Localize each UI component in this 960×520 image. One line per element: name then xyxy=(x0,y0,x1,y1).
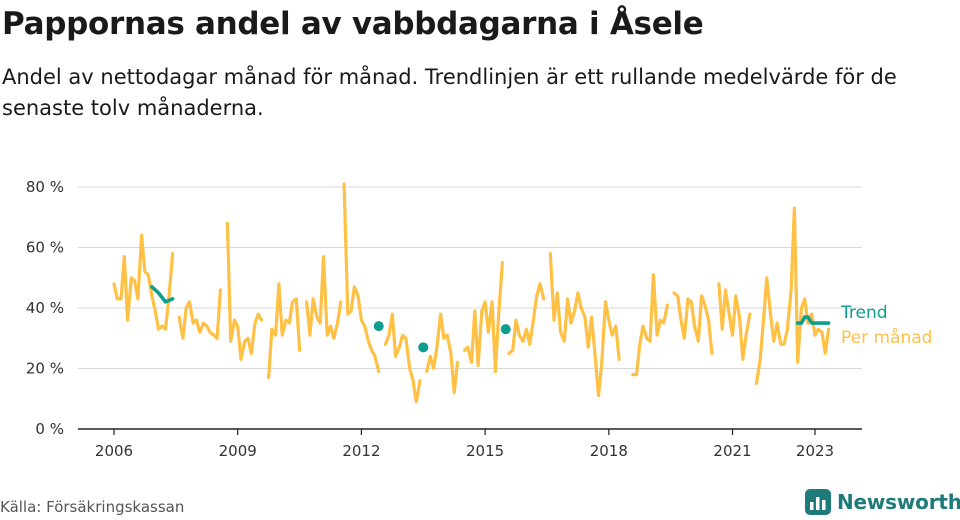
x-tick-label-2012: 2012 xyxy=(342,442,380,460)
series-trend xyxy=(150,285,831,325)
series-per-manad xyxy=(112,182,831,404)
gridlines xyxy=(78,186,862,369)
per-manad-line-segment-15 xyxy=(754,206,831,386)
per-manad-line-segment-8 xyxy=(425,312,460,395)
per-manad-line-segment-3 xyxy=(225,221,264,361)
legend-per-manad: Per månad xyxy=(841,327,932,348)
per-manad-point-1 xyxy=(373,321,384,332)
per-manad-line-segment-9 xyxy=(462,261,504,374)
brand-name: Newsworthy xyxy=(837,490,960,514)
axes: 0 % 20 % 40 % 60 % 80 % 2006 2009 2012 2015 2018 2… xyxy=(26,178,862,460)
y-tick-label-0: 0 % xyxy=(35,420,64,438)
newsworthy-logo-icon xyxy=(805,489,831,515)
x-tick-label-2006: 2006 xyxy=(95,442,133,460)
x-tick-label-2023: 2023 xyxy=(796,442,834,460)
legend-trend: Trend xyxy=(840,303,888,323)
source-note: Källa: Försäkringskassan xyxy=(0,498,185,516)
per-manad-line-segment-13 xyxy=(672,291,714,355)
y-tick-label-40: 40 % xyxy=(26,299,64,317)
trend-line-segment-1 xyxy=(150,285,175,304)
per-manad-line-segment-5 xyxy=(305,255,343,340)
per-manad-line-segment-6 xyxy=(342,182,381,374)
per-manad-line-segment-7 xyxy=(383,312,422,404)
y-tick-label-20: 20 % xyxy=(26,360,64,378)
chart-title: Pappornas andel av vabbdagarna i Åsele xyxy=(2,6,704,42)
per-manad-line-segment-14 xyxy=(717,282,752,361)
x-tick-label-2021: 2021 xyxy=(713,442,751,460)
x-tick-label-2015: 2015 xyxy=(466,442,504,460)
brand-logo: Newsworthy xyxy=(805,489,960,515)
per-manad-line-segment-12 xyxy=(631,273,669,377)
y-tick-label-60: 60 % xyxy=(26,239,64,257)
per-manad-line-segment-11 xyxy=(548,252,621,398)
per-manad-line-segment-4 xyxy=(267,282,302,380)
x-tick-label-2018: 2018 xyxy=(590,442,628,460)
per-manad-line-segment-1 xyxy=(112,233,175,331)
per-manad-point-3 xyxy=(500,324,511,335)
x-tick-label-2009: 2009 xyxy=(219,442,257,460)
per-manad-line-segment-2 xyxy=(177,288,222,340)
per-manad-line-segment-10 xyxy=(507,282,546,355)
chart-subtitle: Andel av nettodagar månad för månad. Tre… xyxy=(2,65,897,120)
trend-line-segment-2 xyxy=(795,315,831,325)
per-manad-point-2 xyxy=(418,342,429,353)
y-tick-label-80: 80 % xyxy=(26,178,64,196)
